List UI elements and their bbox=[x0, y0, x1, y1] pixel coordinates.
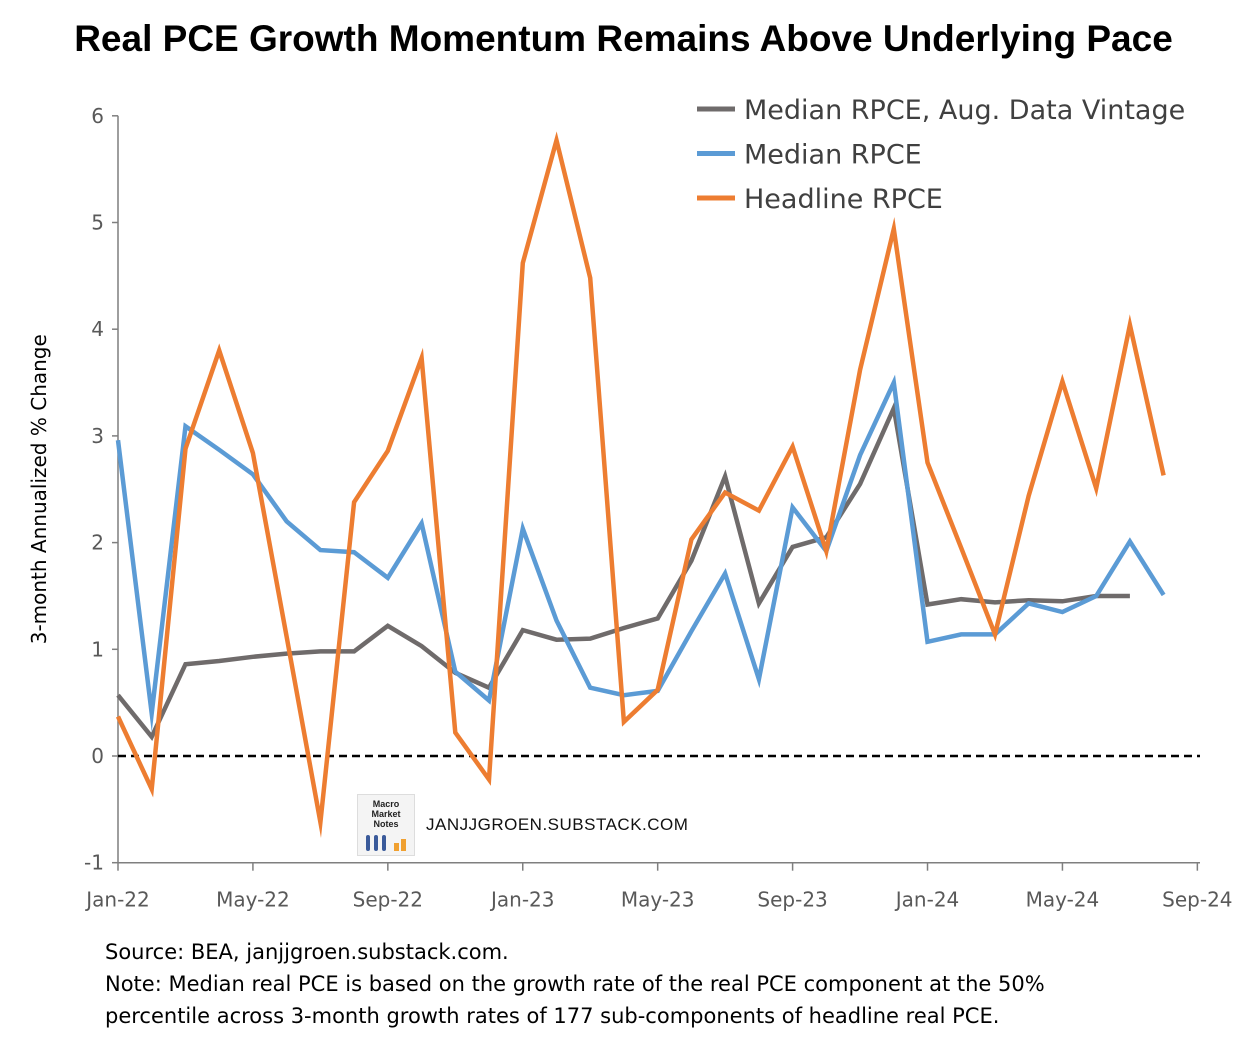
y-tick-label: 1 bbox=[91, 637, 104, 661]
x-tick-label: May-22 bbox=[216, 888, 290, 912]
axes: -1 0 1 2 3 4 5 6 3-month Annualized % Change Jan-… bbox=[27, 104, 1233, 912]
macro-market-notes-logo: Macro Market Notes bbox=[357, 794, 415, 856]
x-tick-label: Sep-23 bbox=[757, 888, 827, 912]
y-tick-label: 6 bbox=[91, 104, 104, 128]
chart-title: Real PCE Growth Momentum Remains Above U… bbox=[74, 18, 1173, 59]
legend-label: Median RPCE, Aug. Data Vintage bbox=[744, 95, 1185, 126]
series-line-1 bbox=[116, 400, 1130, 742]
series-line-2 bbox=[115, 374, 1166, 733]
y-axis-label: 3-month Annualized % Change bbox=[27, 334, 51, 644]
legend: Median RPCE, Aug. Data Vintage Median RPC… bbox=[697, 95, 1185, 215]
x-tick-label: Jan-24 bbox=[894, 888, 960, 912]
person-figure-icon bbox=[382, 835, 386, 851]
y-tick-label: 0 bbox=[91, 744, 104, 768]
y-tick-label: -1 bbox=[84, 851, 104, 875]
y-tick-label: 5 bbox=[91, 211, 104, 235]
legend-label: Headline RPCE bbox=[744, 184, 943, 215]
y-tick-label: 2 bbox=[91, 531, 104, 555]
series-lines bbox=[115, 131, 1166, 839]
x-tick-label: May-23 bbox=[621, 888, 695, 912]
source-note: Source: BEA, janjjgroen.substack.com. bbox=[105, 940, 509, 964]
legend-label: Median RPCE bbox=[744, 140, 922, 171]
person-figure-icon bbox=[366, 835, 370, 851]
y-tick-label: 3 bbox=[91, 424, 104, 448]
series-line-3 bbox=[115, 131, 1166, 839]
x-tick-label: Sep-22 bbox=[353, 888, 423, 912]
person-figure-icon bbox=[374, 835, 378, 851]
chart-notes: Source: BEA, janjjgroen.substack.com. No… bbox=[105, 936, 1045, 1032]
x-tick-label: Jan-22 bbox=[84, 888, 150, 912]
watermark-url: JANJJGROEN.SUBSTACK.COM bbox=[426, 815, 689, 834]
x-tick-label: Sep-24 bbox=[1162, 888, 1232, 912]
x-tick-label: Jan-23 bbox=[489, 888, 555, 912]
method-note-line-1: Note: Median real PCE is based on the gr… bbox=[105, 972, 1045, 996]
logo-text: Macro Market Notes bbox=[371, 799, 401, 829]
y-tick-label: 4 bbox=[91, 317, 104, 341]
x-tick-label: May-24 bbox=[1026, 888, 1100, 912]
logo-bar-icon bbox=[394, 843, 399, 851]
logo-bar-icon bbox=[401, 839, 406, 851]
method-note-line-2: percentile across 3-month growth rates o… bbox=[105, 1004, 1000, 1028]
